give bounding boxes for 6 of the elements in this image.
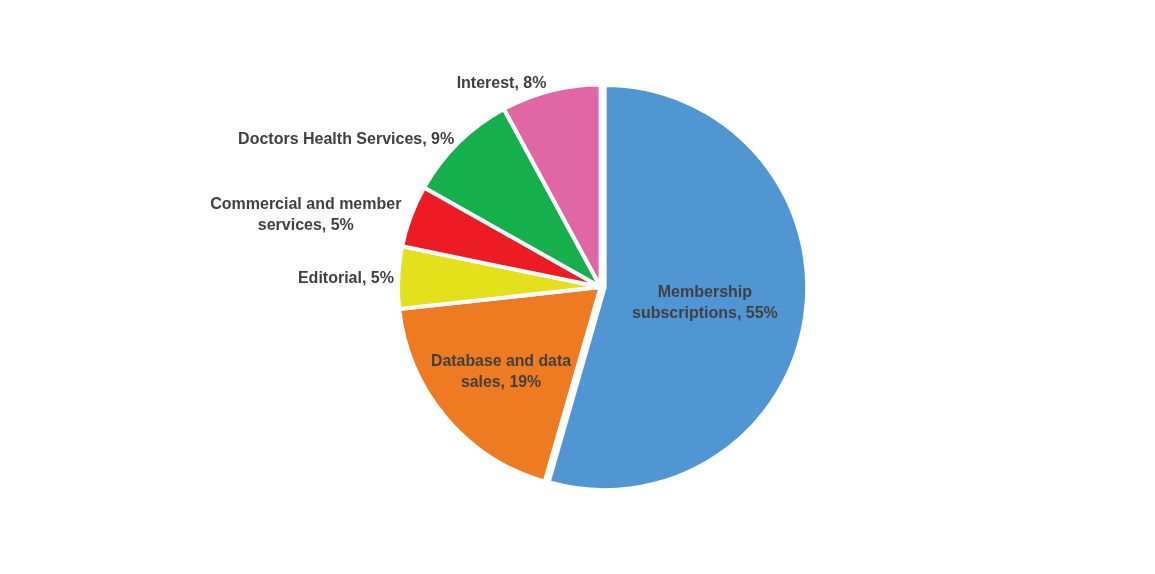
slice-label: Doctors Health Services, 9%	[238, 129, 455, 147]
slice-label: Membership subscriptions, 55%	[632, 282, 778, 321]
slice-label: Interest, 8%	[456, 74, 547, 92]
slice-label: Editorial, 5%	[297, 269, 394, 287]
slice-label: Database and data sales, 19%	[431, 351, 572, 390]
slice-label: Commercial and member services, 5%	[210, 194, 402, 233]
